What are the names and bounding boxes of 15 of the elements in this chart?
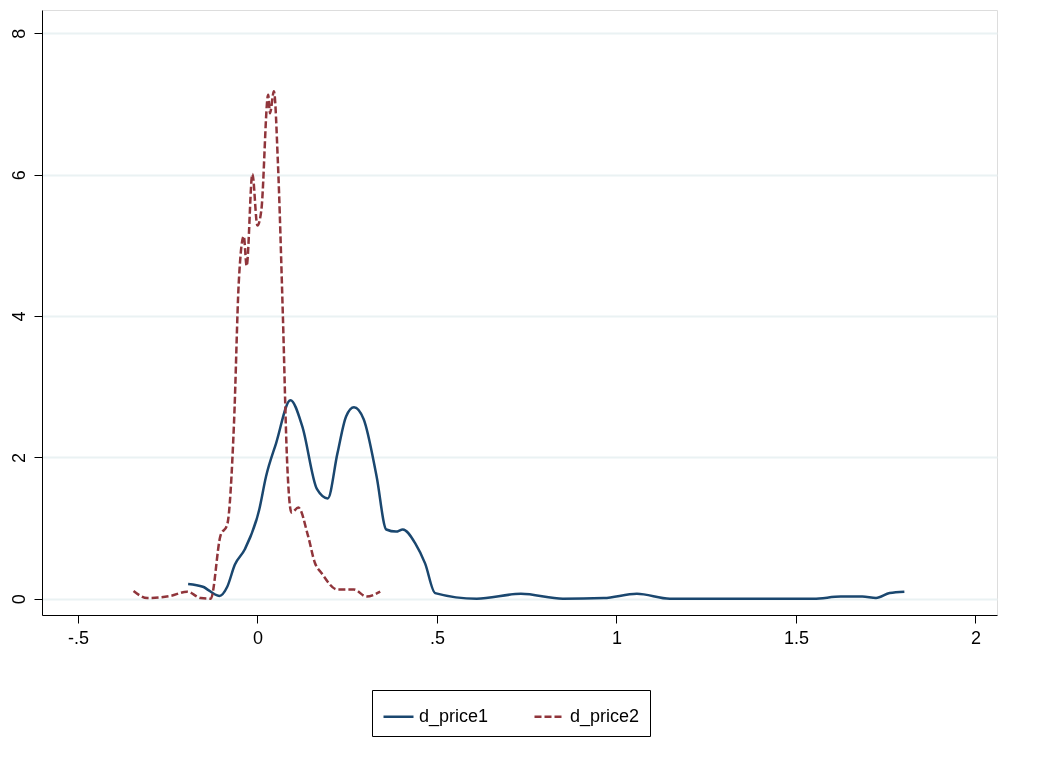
y-tick-label: 2 [8, 452, 29, 463]
x-tick-label: 1 [611, 627, 622, 648]
x-tick-label: 2 [970, 627, 981, 648]
x-tick-label: 1.5 [783, 627, 809, 648]
x-tick-label: -.5 [67, 627, 89, 648]
x-tick-label: 0 [252, 627, 263, 648]
y-tick-label: 0 [8, 594, 29, 605]
line-series [186, 398, 906, 600]
x-tick-label: .5 [429, 627, 445, 648]
y-tick-label: 4 [8, 311, 29, 322]
legend-label: d_price1 [419, 705, 489, 727]
y-tick-label: 8 [8, 28, 29, 39]
line-series [132, 90, 382, 600]
legend-label: d_price2 [570, 705, 640, 727]
y-tick-label: 6 [8, 170, 29, 181]
